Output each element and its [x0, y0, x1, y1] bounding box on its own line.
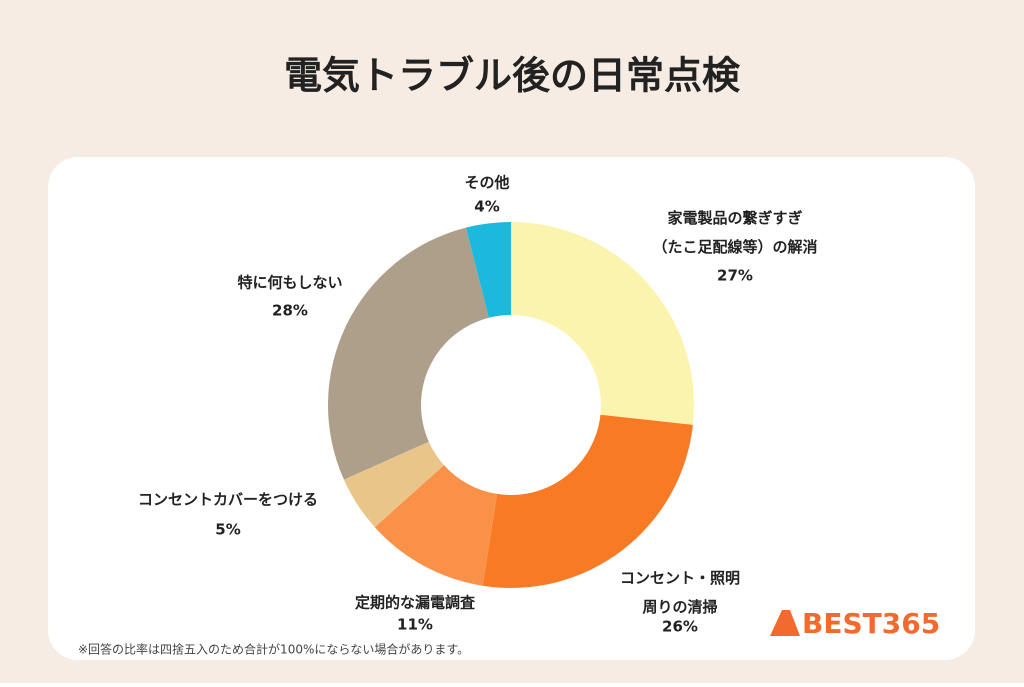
- value-label: 11%: [397, 616, 433, 634]
- value-label: 28%: [272, 302, 308, 320]
- footnote: ※回答の比率は四捨五入のため合計が100%にならない場合があります。: [78, 642, 469, 657]
- donut-slice: [482, 414, 693, 588]
- donut-slice: [511, 222, 694, 425]
- donut-slice: [465, 222, 511, 318]
- value-label: 26%: [662, 618, 698, 636]
- category-label: 家電製品の繋ぎすぎ（たこ足配線等）の解消: [652, 209, 817, 256]
- value-label: 5%: [215, 521, 240, 539]
- category-label: コンセントカバーをつける: [138, 491, 318, 509]
- panel: [48, 157, 975, 660]
- category-label: コンセント・照明周りの清掃: [620, 569, 740, 616]
- donut-slice: [327, 227, 489, 480]
- donut-slice: [374, 465, 498, 586]
- category-label: 定期的な漏電調査: [355, 594, 476, 612]
- category-label: その他: [464, 174, 509, 192]
- donut-slice: [343, 441, 444, 528]
- value-label: 4%: [474, 198, 499, 216]
- category-label: 特に何もしない: [237, 274, 342, 292]
- value-label: 27%: [717, 267, 753, 285]
- logo: BEST365: [802, 607, 940, 640]
- chart-title: 電気トラブル後の日常点検: [284, 54, 741, 98]
- logo-icon: [770, 610, 800, 636]
